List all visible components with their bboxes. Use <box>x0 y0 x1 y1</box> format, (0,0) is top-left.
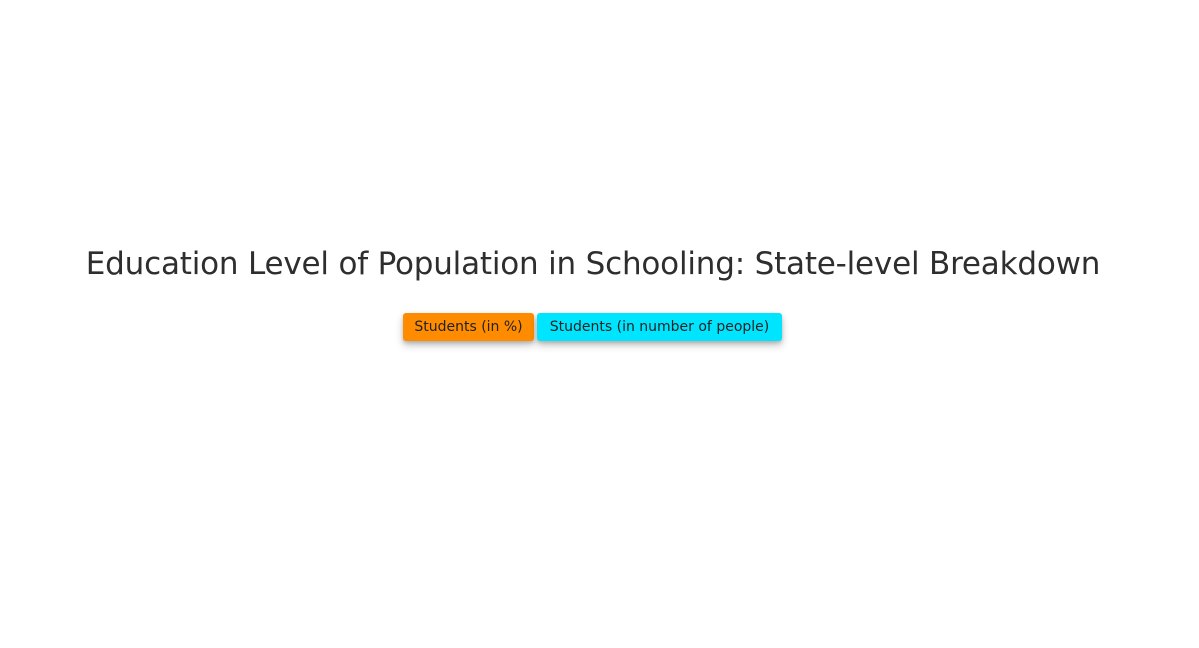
page-title: Education Level of Population in Schooli… <box>85 246 1101 282</box>
students-percent-button[interactable]: Students (in %) <box>403 313 534 341</box>
students-count-button[interactable]: Students (in number of people) <box>537 313 782 341</box>
view-toggle-group: Students (in %) Students (in number of p… <box>403 313 782 341</box>
